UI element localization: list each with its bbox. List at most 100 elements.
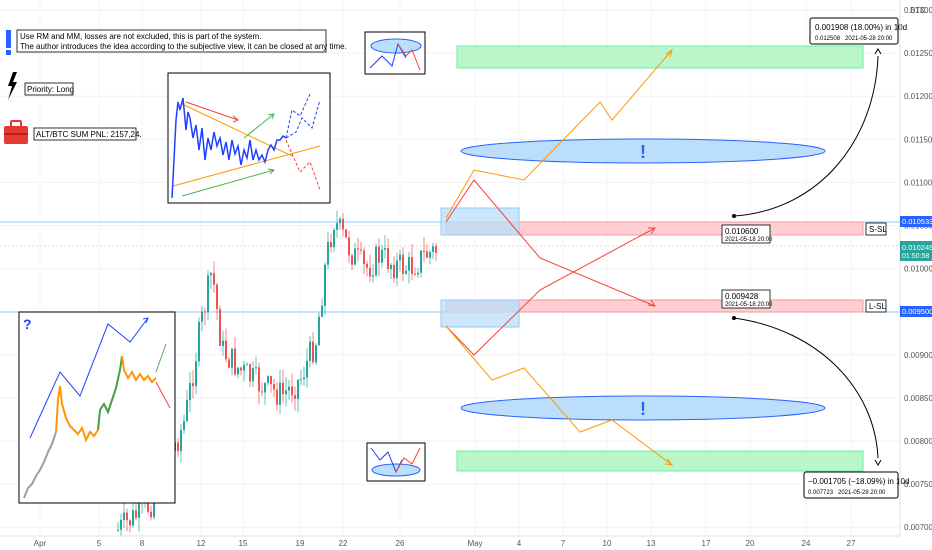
svg-text:Use RM and MM, losses are not: Use RM and MM, losses are not excluded, … xyxy=(20,32,261,41)
svg-text:0.012508: 0.012508 xyxy=(815,36,841,42)
candle-body xyxy=(147,499,149,512)
candle-body xyxy=(126,512,128,521)
x-tick-label: Apr xyxy=(34,539,47,548)
svg-text:2021-05-18 20:00: 2021-05-18 20:00 xyxy=(725,237,773,243)
candle-body xyxy=(309,341,311,361)
candle-body xyxy=(303,377,305,380)
x-tick-label: 4 xyxy=(517,539,522,548)
candle-body xyxy=(258,367,260,392)
x-tick-label: 10 xyxy=(603,539,612,548)
candle-body xyxy=(387,248,389,270)
candle-body xyxy=(381,249,383,263)
long-red-arrowhead xyxy=(648,227,656,235)
candle-body xyxy=(342,218,344,230)
candle-body xyxy=(120,519,122,530)
x-tick-label: 27 xyxy=(847,539,856,548)
candle-body xyxy=(207,275,209,313)
x-tick-label: 26 xyxy=(396,539,405,548)
candle-body xyxy=(372,275,374,277)
short-path-orange xyxy=(445,325,673,466)
pair-label: BTC xyxy=(910,6,926,15)
long-path-orange xyxy=(445,49,673,219)
s-sl-label: S-SL xyxy=(865,222,887,236)
lower-entry-zone xyxy=(440,299,520,328)
candle-body xyxy=(129,520,131,526)
x-tick-label: 17 xyxy=(702,539,711,548)
svg-text:Priority: Long: Priority: Long xyxy=(27,85,74,94)
candle-body xyxy=(135,510,137,518)
short-red-arrowhead xyxy=(647,299,657,307)
x-tick-label: 20 xyxy=(746,539,755,548)
candle-body xyxy=(300,379,302,381)
y-tick-label: 0.007000 xyxy=(904,523,932,532)
candle-body xyxy=(228,359,230,368)
candle-body xyxy=(192,383,194,387)
candle-body xyxy=(273,384,275,390)
candle-body xyxy=(348,237,350,256)
candle-body xyxy=(177,442,179,452)
candle-body xyxy=(252,368,254,382)
svg-text:0.007723: 0.007723 xyxy=(808,490,834,496)
candle-body xyxy=(366,264,368,268)
lower-exclamation: ! xyxy=(640,399,646,419)
short-path-upper xyxy=(445,179,656,307)
upper-exclamation: ! xyxy=(640,142,646,162)
candle-body xyxy=(345,229,347,238)
candle-body xyxy=(219,309,221,346)
upper-target-dot xyxy=(732,214,736,218)
candle-body xyxy=(210,273,212,276)
candle-body xyxy=(399,254,401,261)
blue-exclamation-dot xyxy=(6,50,11,55)
svg-text:0.009500: 0.009500 xyxy=(902,307,932,316)
candle-body xyxy=(423,250,425,252)
candle-body xyxy=(246,364,248,366)
candle-body xyxy=(255,367,257,369)
candle-body xyxy=(408,257,410,271)
svg-text:−0.001705 (−18.09%) in 10d: −0.001705 (−18.09%) in 10d xyxy=(808,477,909,486)
time-axis: Apr 5 8 12 15 19 22 26 May 4 7 10 13 17 20 24 27 xyxy=(0,535,900,548)
svg-text:S-SL: S-SL xyxy=(869,225,887,234)
x-tick-label: 12 xyxy=(197,539,206,548)
svg-text:0.009428: 0.009428 xyxy=(725,292,759,301)
candle-body xyxy=(324,264,326,306)
price-tag-lower: 0.009500 xyxy=(900,306,932,317)
svg-text:The author introduces the idea: The author introduces the idea according… xyxy=(20,42,347,51)
candle-body xyxy=(384,248,386,250)
lower-ellipse xyxy=(460,395,826,421)
svg-text:0.010249: 0.010249 xyxy=(902,243,932,252)
x-tick-label: 7 xyxy=(561,539,566,548)
small-inset-bottom xyxy=(366,442,426,482)
candle-body xyxy=(138,500,140,518)
candle-body xyxy=(306,360,308,378)
lower-price-callout: 0.009428 2021-05-18 20:00 xyxy=(721,289,773,309)
short-arrowhead xyxy=(664,458,674,466)
candle-body xyxy=(294,395,296,399)
candle-body xyxy=(375,246,377,276)
candle-body xyxy=(132,510,134,526)
x-tick-label: 19 xyxy=(296,539,305,548)
disclaimer-note: Use RM and MM, losses are not excluded, … xyxy=(16,29,347,53)
long-path-lower xyxy=(445,227,656,356)
candle-body xyxy=(276,389,278,405)
candle-body xyxy=(321,305,323,317)
candle-body xyxy=(291,386,293,396)
candle-body xyxy=(150,511,152,518)
candle-body xyxy=(225,340,227,360)
candle-body xyxy=(249,364,251,382)
candle-body xyxy=(288,386,290,391)
candle-body xyxy=(237,367,239,375)
long-target-zone xyxy=(456,45,864,69)
x-tick-label: 5 xyxy=(97,539,102,548)
x-tick-label: 15 xyxy=(239,539,248,548)
candle-body xyxy=(369,267,371,277)
